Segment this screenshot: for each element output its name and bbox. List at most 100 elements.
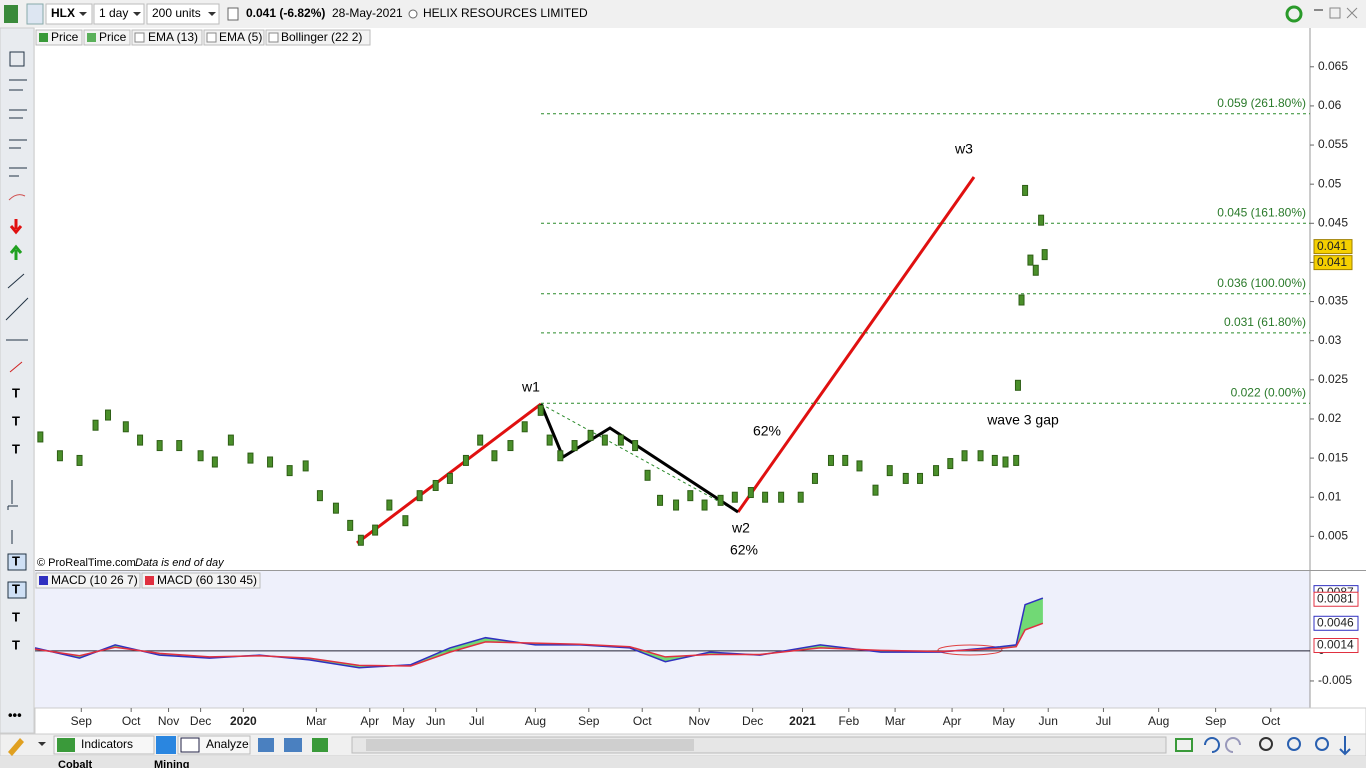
indicators-label: Indicators bbox=[81, 737, 133, 751]
pencil-icon[interactable] bbox=[8, 738, 24, 756]
svg-text:T: T bbox=[12, 441, 20, 456]
svg-text:T: T bbox=[12, 637, 20, 652]
price-bar bbox=[1013, 454, 1020, 466]
price-bar bbox=[76, 454, 83, 466]
maximize-button[interactable] bbox=[1329, 7, 1341, 19]
dropdown-arrow bbox=[79, 12, 87, 16]
legend-item: MACD (60 130 45) bbox=[157, 573, 257, 587]
price-bar bbox=[557, 450, 564, 462]
macd-badge-label: 0.0081 bbox=[1317, 591, 1354, 605]
price-change: 0.041 (-6.82%) bbox=[246, 6, 325, 20]
share-icon[interactable] bbox=[156, 736, 176, 754]
period-box[interactable] bbox=[93, 3, 145, 25]
macd-badge-label: 0.0046 bbox=[1317, 615, 1354, 629]
copyright: © ProRealTime.com bbox=[37, 557, 136, 569]
fib-label: 0.059 (261.80%) bbox=[1217, 96, 1306, 110]
price-bar bbox=[267, 456, 274, 468]
price-bar bbox=[947, 458, 954, 470]
y-tick-label: 0.01 bbox=[1318, 489, 1342, 503]
fib-label: 0.031 (61.80%) bbox=[1224, 315, 1306, 329]
tool-icon[interactable] bbox=[284, 738, 302, 752]
price-bar bbox=[731, 491, 738, 503]
pin-icon[interactable] bbox=[26, 3, 44, 25]
status-dot bbox=[408, 9, 418, 19]
price-bar bbox=[416, 490, 423, 502]
annotation: w2 bbox=[731, 520, 750, 536]
fib-label: 0.022 (0.00%) bbox=[1231, 385, 1306, 399]
tool-icon[interactable] bbox=[258, 738, 274, 752]
analyze-icon bbox=[180, 737, 200, 753]
x-tick-label: Dec bbox=[190, 714, 211, 728]
units: 200 units bbox=[152, 6, 201, 20]
annotation: wave 3 gap bbox=[986, 412, 1059, 428]
macd-badge bbox=[1313, 638, 1359, 654]
price-bar bbox=[797, 491, 804, 503]
close-button[interactable] bbox=[1346, 7, 1358, 19]
y-tick-label: 0.055 bbox=[1318, 137, 1348, 151]
x-tick-label: Sep bbox=[578, 714, 600, 728]
price-bar bbox=[717, 494, 724, 506]
y-tick-label: 0.035 bbox=[1318, 294, 1348, 308]
scroll-thumb[interactable] bbox=[366, 739, 694, 751]
y-tick-label: 0.065 bbox=[1318, 59, 1348, 73]
price-bar bbox=[617, 434, 624, 446]
x-tick-label: Dec bbox=[742, 714, 763, 728]
price-bar bbox=[137, 434, 144, 446]
price-bar bbox=[762, 491, 769, 503]
price-bar bbox=[477, 434, 484, 446]
tool-icon[interactable] bbox=[312, 738, 328, 752]
tab-bar bbox=[0, 756, 1366, 768]
price-bar bbox=[402, 515, 409, 527]
price-bar bbox=[657, 494, 664, 506]
price-bar bbox=[1002, 456, 1009, 468]
refresh-icon[interactable] bbox=[1285, 5, 1303, 23]
x-tick-label: Feb bbox=[838, 714, 859, 728]
annotation: 62% bbox=[753, 423, 781, 439]
price-bar bbox=[902, 472, 909, 484]
price-bar bbox=[886, 465, 893, 477]
price-bar bbox=[546, 434, 553, 446]
minimize-button[interactable] bbox=[1314, 9, 1323, 11]
zoom-tools[interactable] bbox=[1175, 736, 1351, 756]
svg-text:T: T bbox=[12, 385, 20, 400]
svg-text:T: T bbox=[12, 413, 20, 428]
price-bar bbox=[673, 499, 680, 511]
price-bar bbox=[747, 487, 754, 499]
price-bar bbox=[917, 472, 924, 484]
tab-label[interactable]: Mining bbox=[154, 759, 189, 768]
symbol-box[interactable] bbox=[45, 3, 93, 25]
data-note: Data is end of day bbox=[135, 557, 225, 569]
annotation: w3 bbox=[954, 141, 973, 157]
symbol: HLX bbox=[51, 6, 75, 20]
x-tick-label: Jul bbox=[469, 714, 484, 728]
price-bar bbox=[644, 469, 651, 481]
svg-text:T: T bbox=[12, 609, 20, 624]
price-bar bbox=[856, 460, 863, 472]
price-bar bbox=[632, 440, 639, 452]
price-bar bbox=[521, 421, 528, 433]
y-tick-label: 0.005 bbox=[1318, 529, 1348, 543]
indicators-button[interactable] bbox=[53, 735, 155, 755]
price-bar bbox=[176, 440, 183, 452]
x-tick-label: Oct bbox=[122, 714, 141, 728]
price-badge-label: 0.041 bbox=[1317, 255, 1347, 269]
units-box[interactable] bbox=[146, 3, 220, 25]
x-tick-label: Jun bbox=[1039, 714, 1058, 728]
y-tick-label: 0.06 bbox=[1318, 98, 1342, 112]
price-bar bbox=[1018, 294, 1025, 306]
price-bar bbox=[587, 429, 594, 441]
info-icon[interactable] bbox=[227, 7, 239, 21]
price-bar bbox=[933, 465, 940, 477]
price-bar bbox=[197, 450, 204, 462]
price-bar bbox=[1038, 214, 1045, 226]
price-bar bbox=[105, 409, 112, 421]
price-bar bbox=[1032, 264, 1039, 276]
tab-label[interactable]: Cobalt bbox=[58, 759, 93, 768]
price-bar bbox=[286, 465, 293, 477]
legend-item: Price bbox=[99, 30, 127, 44]
fib-label: 0.036 (100.00%) bbox=[1217, 276, 1306, 290]
price-bar bbox=[507, 440, 514, 452]
y-tick-label: 0.05 bbox=[1318, 176, 1342, 190]
